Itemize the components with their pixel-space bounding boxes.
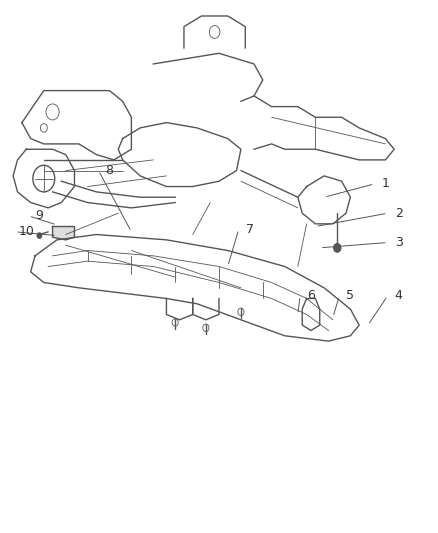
Text: 2: 2 bbox=[395, 207, 403, 220]
Text: 8: 8 bbox=[106, 164, 113, 177]
Text: 10: 10 bbox=[18, 225, 34, 238]
Text: 3: 3 bbox=[395, 236, 403, 249]
Circle shape bbox=[37, 233, 42, 238]
Text: 5: 5 bbox=[346, 289, 354, 302]
Text: 1: 1 bbox=[381, 177, 389, 190]
Text: 9: 9 bbox=[35, 209, 43, 222]
Text: 4: 4 bbox=[395, 289, 403, 302]
Text: 7: 7 bbox=[246, 223, 254, 236]
Circle shape bbox=[334, 244, 341, 252]
Text: 6: 6 bbox=[307, 289, 315, 302]
Polygon shape bbox=[53, 227, 74, 240]
